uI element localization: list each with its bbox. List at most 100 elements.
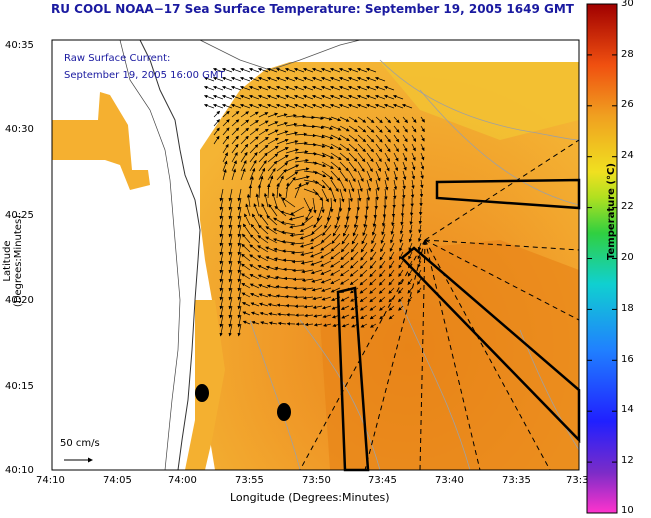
current-vector xyxy=(384,188,388,200)
current-vector xyxy=(351,323,359,328)
current-vector xyxy=(359,296,368,302)
current-vector xyxy=(340,278,350,285)
current-vector xyxy=(285,156,300,163)
current-vector xyxy=(219,242,224,256)
current-vector xyxy=(379,260,386,269)
current-vector xyxy=(237,242,242,256)
current-vector xyxy=(258,283,269,289)
current-vector xyxy=(237,278,242,292)
current-vector xyxy=(364,206,368,220)
current-vector xyxy=(330,278,341,284)
current-vector xyxy=(258,136,269,145)
current-vector xyxy=(275,85,287,91)
current-vector xyxy=(303,305,314,309)
current-vector xyxy=(393,152,399,162)
current-vector xyxy=(402,134,408,143)
current-vector xyxy=(302,67,314,73)
current-vector xyxy=(257,184,262,199)
current-vector xyxy=(320,269,332,275)
current-vector xyxy=(303,161,319,165)
current-vector xyxy=(302,296,314,300)
current-vector xyxy=(375,143,383,153)
current-vector xyxy=(237,188,242,202)
current-vector xyxy=(370,242,377,253)
current-vector xyxy=(258,120,269,127)
current-vector xyxy=(330,161,342,171)
current-vector xyxy=(349,269,359,277)
current-vector xyxy=(320,251,332,259)
current-vector xyxy=(374,94,386,100)
current-vector xyxy=(237,305,242,319)
current-vector xyxy=(320,260,332,267)
current-vector xyxy=(212,94,224,100)
current-vector xyxy=(276,130,289,136)
x-tick-label: 73:45 xyxy=(368,475,397,486)
current-vector xyxy=(340,260,350,269)
current-vector xyxy=(285,131,298,136)
current-vector xyxy=(303,188,319,195)
current-vector xyxy=(266,103,278,109)
current-vector xyxy=(237,206,242,220)
current-vector xyxy=(237,224,242,238)
current-vector xyxy=(240,127,250,136)
current-vector xyxy=(239,103,251,109)
current-vector xyxy=(334,215,341,229)
current-vector xyxy=(300,251,314,257)
current-vector xyxy=(276,162,289,172)
current-vector xyxy=(289,206,305,216)
current-vector xyxy=(219,224,224,238)
current-vector xyxy=(365,85,377,91)
current-vector xyxy=(366,152,374,163)
scale-label: 50 cm/s xyxy=(60,438,100,449)
current-vector xyxy=(228,260,233,274)
current-vector xyxy=(398,251,404,261)
current-vector xyxy=(393,134,400,143)
x-tick-label: 73:3 xyxy=(566,475,589,486)
current-vector xyxy=(388,287,395,294)
current-vector xyxy=(241,292,251,298)
current-vector xyxy=(350,251,359,261)
current-vector xyxy=(329,94,341,100)
current-vector xyxy=(389,242,395,252)
current-vector xyxy=(339,170,348,182)
current-vector xyxy=(375,116,383,124)
current-vector xyxy=(389,260,395,269)
current-vector xyxy=(267,160,278,172)
current-vector xyxy=(301,278,314,282)
current-vector xyxy=(241,233,251,244)
current-vector xyxy=(310,251,323,258)
current-vector xyxy=(330,287,341,293)
current-vector xyxy=(330,134,342,141)
current-vector xyxy=(284,294,296,299)
current-vector xyxy=(251,213,260,226)
current-vector xyxy=(249,136,259,145)
current-vector xyxy=(378,278,386,286)
current-vector xyxy=(240,143,249,154)
current-vector xyxy=(401,103,413,109)
current-vector xyxy=(339,152,350,162)
current-vector xyxy=(349,260,359,269)
current-vector xyxy=(203,76,215,82)
current-vector xyxy=(407,269,413,277)
current-vector xyxy=(407,296,413,303)
current-vector xyxy=(326,206,332,222)
current-vector xyxy=(388,305,395,311)
bay-outline xyxy=(199,39,361,71)
current-vector xyxy=(398,305,404,311)
y-tick-label: 40:35 xyxy=(5,40,34,51)
current-vector xyxy=(302,103,314,109)
current-vector xyxy=(294,175,310,181)
current-vector xyxy=(370,251,377,261)
current-vector xyxy=(231,119,240,127)
current-vector xyxy=(398,269,404,277)
colorbar-tick-label: 14 xyxy=(621,404,634,415)
current-vector xyxy=(276,303,287,307)
current-vector xyxy=(245,203,251,217)
current-vector xyxy=(285,171,299,181)
y-tick-label: 40:10 xyxy=(5,465,34,476)
current-vector xyxy=(331,314,341,319)
current-vector xyxy=(316,206,323,222)
current-vector xyxy=(311,85,323,91)
current-vector xyxy=(280,210,296,217)
